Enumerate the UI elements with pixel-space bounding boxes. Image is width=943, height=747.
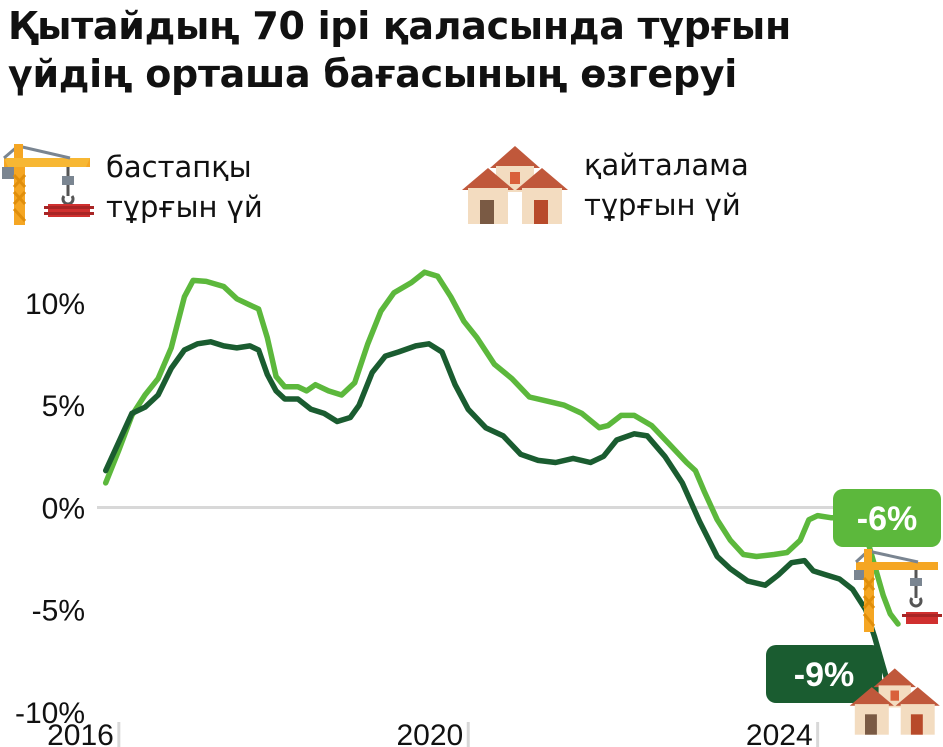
construction-crane-icon <box>2 144 94 225</box>
series-line-primary <box>102 269 901 627</box>
x-tick-label: 2016 <box>47 719 114 747</box>
y-tick-label: -10% <box>15 697 85 730</box>
end-labels: -6% -9% <box>766 489 941 703</box>
y-tick-label: -5% <box>32 595 85 628</box>
legend-item-secondary-housing: қайталама тұрғын үй <box>460 142 749 228</box>
series-line-secondary <box>102 339 898 701</box>
x-axis-ticks: 2016 2020 2024 <box>47 719 820 747</box>
y-tick-label: 10% <box>25 288 85 321</box>
legend-label-secondary-line2: тұрғын үй <box>584 188 741 222</box>
chart-title: Қытайдың 70 ірі қаласында тұрғын үйдің о… <box>8 2 938 98</box>
end-label-primary-box <box>833 489 941 547</box>
houses-icon <box>462 146 568 224</box>
y-tick-label: 0% <box>42 492 85 525</box>
end-label-secondary-box <box>766 645 882 703</box>
legend-item-primary-housing: бастапқы тұрғын үй <box>0 142 263 232</box>
legend-label-primary-line2: тұрғын үй <box>106 190 263 224</box>
end-icons <box>849 549 942 735</box>
chart-title-line2: үйдің орташа бағасының өзгеруі <box>8 52 737 96</box>
construction-crane-icon <box>854 549 942 632</box>
chart-title-line1: Қытайдың 70 ірі қаласында тұрғын <box>8 4 791 48</box>
x-tick-label: 2024 <box>746 719 813 747</box>
y-axis-ticks: 10% 5% 0% -5% -10% <box>15 288 85 730</box>
houses-icon <box>849 668 940 735</box>
end-label-primary: -6% <box>857 500 917 538</box>
y-tick-label: 5% <box>42 390 85 423</box>
legend-label-secondary-line1: қайталама <box>584 148 749 182</box>
legend-label-primary-line1: бастапқы <box>106 150 252 184</box>
x-tick-label: 2020 <box>396 719 463 747</box>
end-label-secondary: -9% <box>794 656 854 694</box>
series-layer <box>102 269 901 701</box>
